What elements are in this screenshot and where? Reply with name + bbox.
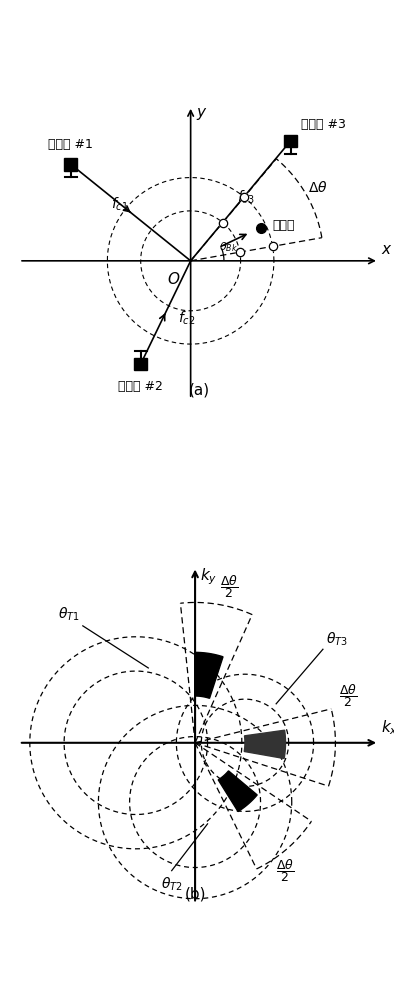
Polygon shape (284, 135, 297, 147)
Text: $\dfrac{\Delta\theta}{2}$: $\dfrac{\Delta\theta}{2}$ (339, 683, 357, 709)
Text: $\theta_{T3}$: $\theta_{T3}$ (326, 630, 348, 648)
Polygon shape (195, 652, 223, 698)
Text: $\dfrac{\Delta\theta}{2}$: $\dfrac{\Delta\theta}{2}$ (220, 573, 238, 600)
Text: $x$: $x$ (381, 242, 392, 257)
Text: $\dfrac{\Delta\theta}{2}$: $\dfrac{\Delta\theta}{2}$ (277, 857, 295, 884)
Text: $f_{c2}$: $f_{c2}$ (178, 309, 195, 327)
Text: $k_y$: $k_y$ (200, 567, 217, 587)
Text: $\Delta\theta$: $\Delta\theta$ (308, 180, 327, 195)
Text: $\theta_{T1}$: $\theta_{T1}$ (58, 605, 80, 623)
Text: (b): (b) (184, 887, 206, 902)
Text: $O$: $O$ (167, 271, 180, 287)
Text: $y$: $y$ (196, 106, 207, 122)
Polygon shape (64, 158, 77, 171)
Text: 发射机 #2: 发射机 #2 (118, 380, 163, 393)
Text: 接收机: 接收机 (272, 219, 295, 232)
Polygon shape (218, 771, 257, 812)
Text: $f_{c1}$: $f_{c1}$ (112, 196, 129, 213)
Text: $\theta_{Bk}$: $\theta_{Bk}$ (219, 240, 238, 254)
Text: $k_x$: $k_x$ (381, 718, 394, 737)
Text: $f_{c3}$: $f_{c3}$ (237, 189, 255, 206)
Polygon shape (244, 730, 286, 759)
Polygon shape (134, 358, 147, 370)
Text: 发射机 #3: 发射机 #3 (301, 118, 346, 131)
Text: 发射机 #1: 发射机 #1 (48, 138, 93, 151)
Text: (a): (a) (188, 382, 210, 397)
Text: $\theta_{T2}$: $\theta_{T2}$ (161, 875, 182, 893)
